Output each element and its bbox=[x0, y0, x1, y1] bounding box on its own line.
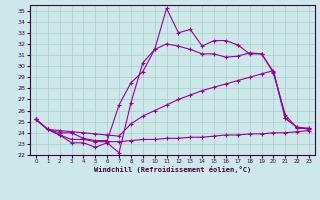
X-axis label: Windchill (Refroidissement éolien,°C): Windchill (Refroidissement éolien,°C) bbox=[94, 166, 251, 173]
